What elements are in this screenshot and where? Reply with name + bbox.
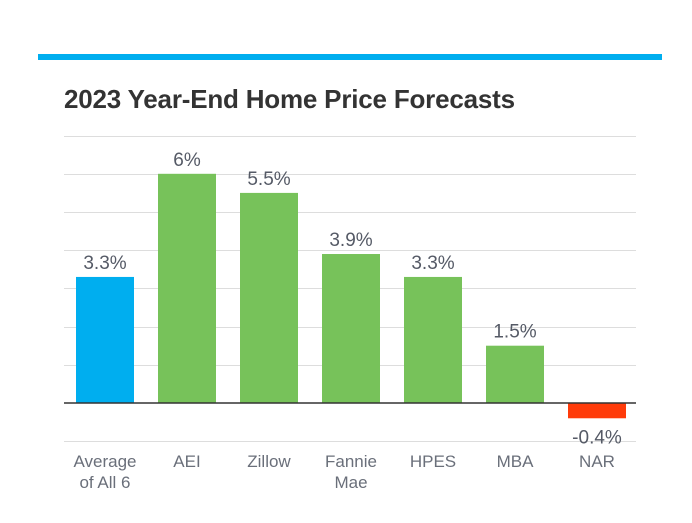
bar-nar [568,403,626,419]
category-label-fannie-mae: Fannie Mae [325,452,377,492]
category-label-line: Mae [334,473,367,492]
category-label-line: NAR [579,452,615,471]
value-label-mba: 1.5% [493,322,536,343]
value-labels: 3.3% 6% 5.5% 3.9% 3.3% 1.5% -0.4% [83,150,622,448]
value-label-average-of-all-6: 3.3% [83,253,126,274]
category-label-nar: NAR [579,452,615,471]
chart-title: 2023 Year-End Home Price Forecasts [64,84,515,114]
bar-mba [486,345,544,403]
value-label-zillow: 5.5% [247,169,290,190]
category-label-line: AEI [173,452,200,471]
category-label-line: MBA [497,452,535,471]
category-label-line: Fannie [325,452,377,471]
bar-zillow [240,192,298,403]
category-label-line: of All 6 [79,473,130,492]
bar-average-of-all-6 [76,276,134,403]
category-label-line: HPES [410,452,456,471]
value-label-fannie-mae: 3.9% [329,230,372,251]
category-labels: Average of All 6 AEI Zillow Fannie Mae HPES MBA… [73,452,614,492]
category-label-line: Average [73,452,136,471]
category-label-zillow: Zillow [247,452,291,471]
value-label-hpes: 3.3% [411,253,454,274]
bar-fannie-mae [322,254,380,403]
value-label-nar: -0.4% [572,427,622,448]
category-label-average-of-all-6: Average of All 6 [73,452,136,492]
value-label-aei: 6% [173,150,201,171]
bars [76,173,626,419]
bar-aei [158,173,216,403]
top-accent-rule [38,54,662,60]
bar-hpes [404,276,462,403]
category-label-aei: AEI [173,452,200,471]
category-label-mba: MBA [497,452,535,471]
category-label-line: Zillow [247,452,291,471]
category-label-hpes: HPES [410,452,456,471]
